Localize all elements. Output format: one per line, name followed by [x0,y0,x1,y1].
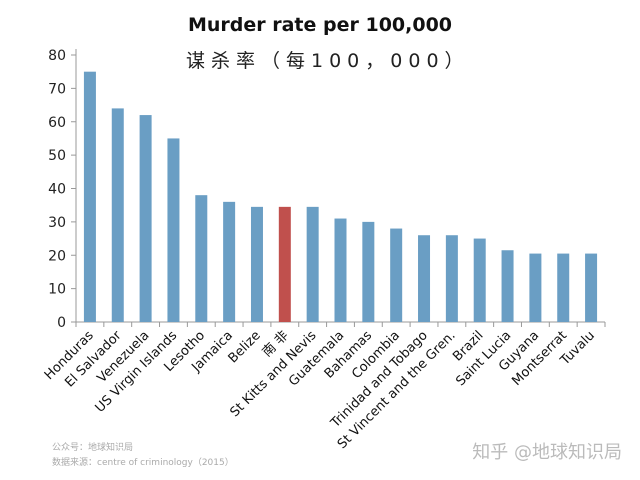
bar-4 [195,195,208,322]
bar-2 [139,115,152,322]
bar-3 [167,138,180,322]
bar-12 [418,235,431,322]
bar-6 [250,206,263,322]
bar-14 [473,238,486,322]
source-note: 数据来源：centre of criminology（2015） [52,458,234,468]
bar-15 [501,250,514,322]
y-tick-label: 10 [48,282,66,298]
y-tick-label: 20 [48,248,66,264]
y-tick-label: 40 [48,182,66,198]
bar-18 [585,253,598,322]
y-tick-label: 0 [57,315,66,331]
y-tick-label: 50 [48,148,66,164]
y-tick-label: 30 [48,215,66,231]
bar-1 [111,108,124,323]
bar-5 [223,201,236,322]
chart-title: Murder rate per 100,000 [187,14,453,36]
x-tick-label: Belize [226,328,264,366]
watermark: 知乎 @地球知识局 [472,442,622,463]
y-tick-label: 80 [48,48,66,64]
bar-11 [390,228,403,322]
y-tick-label: 60 [48,115,66,131]
bar-0 [83,71,96,322]
bar-16 [529,253,542,322]
bar-7 [278,206,291,322]
y-tick-label: 70 [48,81,66,97]
bar-8 [306,206,319,322]
chart-subtitle: 谋杀率（每100，000） [186,50,470,72]
bar-13 [445,235,458,322]
bar-9 [334,218,347,322]
account-note: 公众号：地球知识局 [52,443,134,453]
bar-10 [362,221,375,322]
bar-17 [557,253,570,322]
